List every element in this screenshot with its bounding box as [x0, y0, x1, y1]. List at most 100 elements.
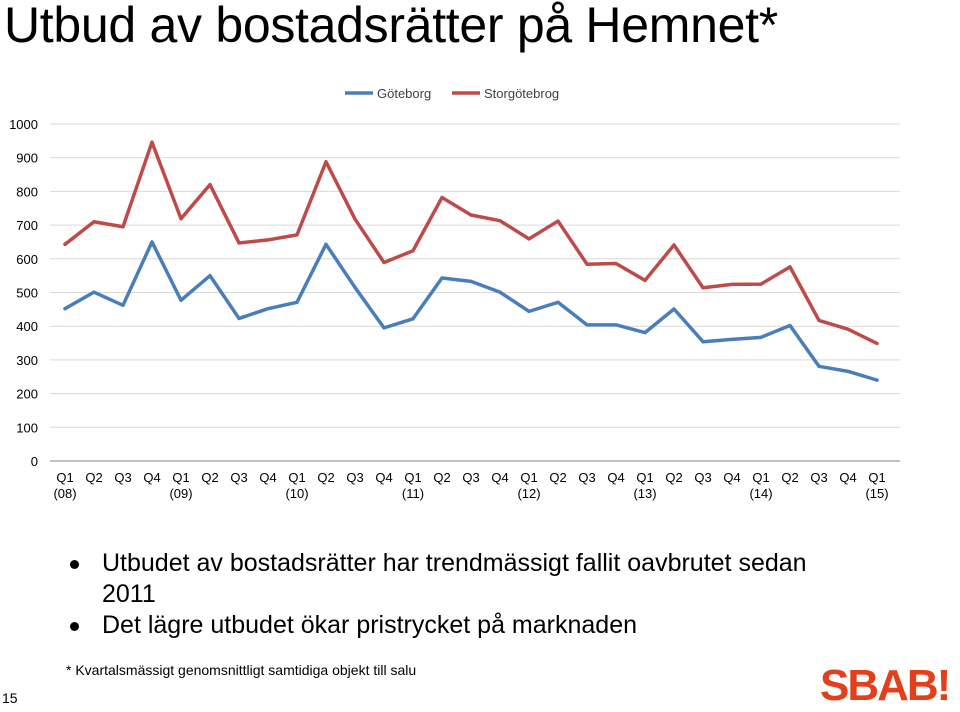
data-point [208, 183, 212, 187]
y-tick-label: 400 [16, 319, 38, 334]
x-tick-sublabel: (09) [169, 486, 192, 501]
data-point [469, 213, 473, 217]
bullet-list: Utbudet av bostadsrätter har trendmässig… [70, 548, 830, 641]
data-point [353, 217, 357, 221]
data-point [498, 290, 502, 294]
x-tick-sublabel: (15) [865, 486, 888, 501]
data-point [63, 242, 67, 246]
data-point [498, 219, 502, 223]
x-tick-label: Q4 [839, 470, 856, 485]
x-tick-label: Q1 [56, 470, 73, 485]
x-tick-label: Q4 [259, 470, 276, 485]
data-point [643, 331, 647, 335]
slide-title: Utbud av bostadsrätter på Hemnet* [4, 0, 778, 53]
data-point [121, 225, 125, 229]
data-point [353, 285, 357, 290]
data-point [672, 307, 676, 311]
x-tick-label: Q1 [288, 470, 305, 485]
data-point [817, 364, 821, 368]
data-point [121, 303, 125, 307]
bullet-text: Det lägre utbudet ökar pristrycket på ma… [102, 611, 637, 639]
data-point [527, 309, 531, 313]
data-point [63, 307, 67, 311]
y-tick-label: 700 [16, 218, 38, 233]
data-point [92, 290, 96, 294]
data-point [875, 378, 879, 382]
y-tick-label: 200 [16, 387, 38, 402]
data-point [324, 160, 328, 164]
data-point [672, 243, 676, 247]
bullet-dot-icon [70, 622, 79, 631]
x-tick-label: Q4 [491, 470, 508, 485]
y-tick-label: 500 [16, 286, 38, 301]
data-point [237, 241, 241, 245]
x-tick-sublabel: (14) [749, 486, 772, 501]
bullet-item: Det lägre utbudet ökar pristrycket på ma… [70, 610, 830, 641]
x-tick-label: Q1 [520, 470, 537, 485]
data-point [324, 242, 328, 246]
y-tick-label: 100 [16, 420, 38, 435]
x-tick-label: Q2 [433, 470, 450, 485]
x-tick-label: Q2 [317, 470, 334, 485]
data-point [266, 238, 270, 242]
data-point [614, 323, 618, 327]
x-tick-label: Q3 [114, 470, 131, 485]
x-tick-sublabel: (08) [53, 486, 76, 501]
x-tick-label: Q2 [549, 470, 566, 485]
x-tick-sublabel: (11) [402, 486, 424, 501]
data-point [411, 317, 415, 321]
bullet-item: Utbudet av bostadsrätter har trendmässig… [70, 548, 830, 610]
data-point [585, 323, 589, 327]
x-tick-label: Q3 [578, 470, 595, 485]
data-point [701, 286, 705, 290]
y-tick-label: 900 [16, 151, 38, 166]
x-tick-label: Q1 [172, 470, 189, 485]
line-chart: Göteborg Storgötebrog 0 100 200 300 400 500 600… [9, 86, 900, 501]
chart-series [63, 140, 879, 382]
x-tick-label: Q3 [694, 470, 711, 485]
data-point [179, 298, 183, 302]
data-point [527, 237, 531, 241]
data-point [788, 323, 792, 328]
x-tick-sublabel: (13) [633, 486, 656, 501]
data-point [411, 249, 415, 253]
y-tick-label: 800 [16, 184, 38, 199]
data-point [440, 195, 444, 200]
x-tick-label: Q1 [404, 470, 421, 485]
data-point [556, 300, 560, 304]
x-tick-label: Q2 [781, 470, 798, 485]
legend-label: Storgötebrog [484, 86, 559, 101]
x-tick-label: Q2 [665, 470, 682, 485]
data-point [643, 278, 647, 282]
x-tick-label: Q3 [462, 470, 479, 485]
y-axis-ticks: 0 100 200 300 400 500 600 700 800 900 1000 [9, 117, 38, 469]
data-point [730, 282, 734, 287]
y-tick-label: 0 [31, 454, 38, 469]
x-axis-ticks: Q1(08)Q2 Q3 Q4 Q1(09)Q2 Q3 Q4 Q1(10)Q2 Q3 Q4 Q1(1… [53, 470, 888, 501]
bullet-dot-icon [70, 560, 79, 569]
x-tick-label: Q3 [346, 470, 363, 485]
data-point [382, 260, 386, 265]
data-point [440, 276, 444, 280]
x-tick-label: Q4 [723, 470, 740, 485]
y-tick-label: 1000 [9, 117, 38, 132]
chart-legend: Göteborg Storgötebrog [345, 86, 559, 101]
x-tick-label: Q2 [85, 470, 102, 485]
data-point [150, 240, 154, 244]
x-tick-label: Q4 [143, 470, 160, 485]
data-point [875, 341, 879, 345]
series-line-goteborg [63, 240, 879, 382]
sbab-logo: SBAB! [820, 660, 956, 712]
data-point [237, 316, 241, 321]
data-point [469, 279, 473, 283]
x-tick-label: Q2 [201, 470, 218, 485]
data-point [208, 274, 212, 278]
data-point [585, 262, 589, 266]
legend-label: Göteborg [377, 86, 431, 101]
x-tick-label: Q1 [868, 470, 885, 485]
data-point [179, 217, 183, 221]
x-tick-label: Q4 [607, 470, 624, 485]
data-point [846, 327, 850, 331]
data-point [382, 326, 386, 330]
data-point [730, 337, 734, 341]
